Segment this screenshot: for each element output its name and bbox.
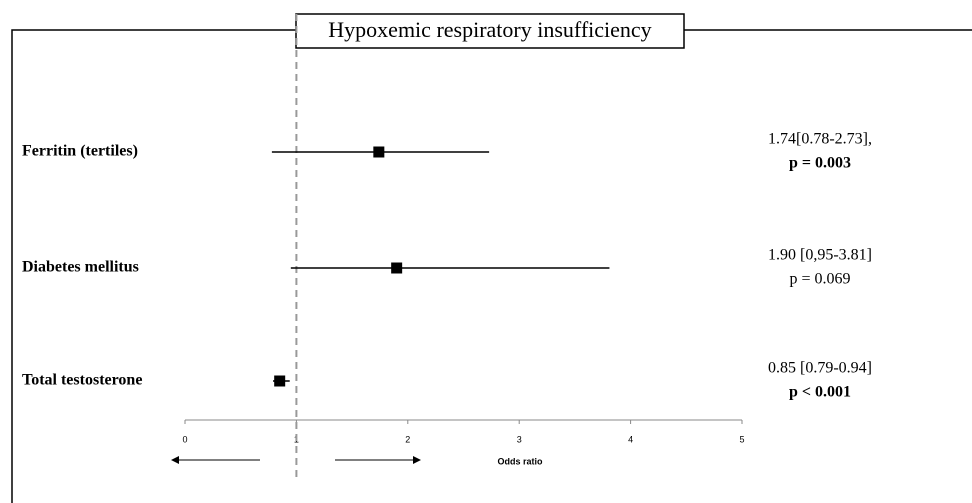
x-axis-label: Odds ratio <box>497 456 543 466</box>
chart-title: Hypoxemic respiratory insufficiency <box>328 17 651 42</box>
point-estimate <box>391 262 403 274</box>
point-estimate <box>373 146 385 158</box>
category-label: Total testosterone <box>22 372 142 389</box>
estimate-label: 0.85 [0.79-0.94] <box>768 360 872 377</box>
x-tick-label: 4 <box>628 434 633 444</box>
x-tick-label: 3 <box>517 434 522 444</box>
frame <box>11 29 972 503</box>
category-label: Diabetes mellitus <box>22 259 139 276</box>
p-value-label: p = 0.003 <box>789 155 851 172</box>
x-tick-label: 0 <box>182 434 187 444</box>
estimate-label: 1.90 [0,95-3.81] <box>768 247 872 264</box>
category-label: Ferritin (tertiles) <box>22 143 138 160</box>
p-value-label: p < 0.001 <box>789 384 851 401</box>
x-tick-label: 2 <box>405 434 410 444</box>
p-value-label: p = 0.069 <box>789 271 850 288</box>
estimate-label: 1.74[0.78-2.73], <box>768 131 872 148</box>
x-tick-label: 5 <box>739 434 744 444</box>
point-estimate <box>274 375 286 387</box>
title-box <box>295 13 685 49</box>
